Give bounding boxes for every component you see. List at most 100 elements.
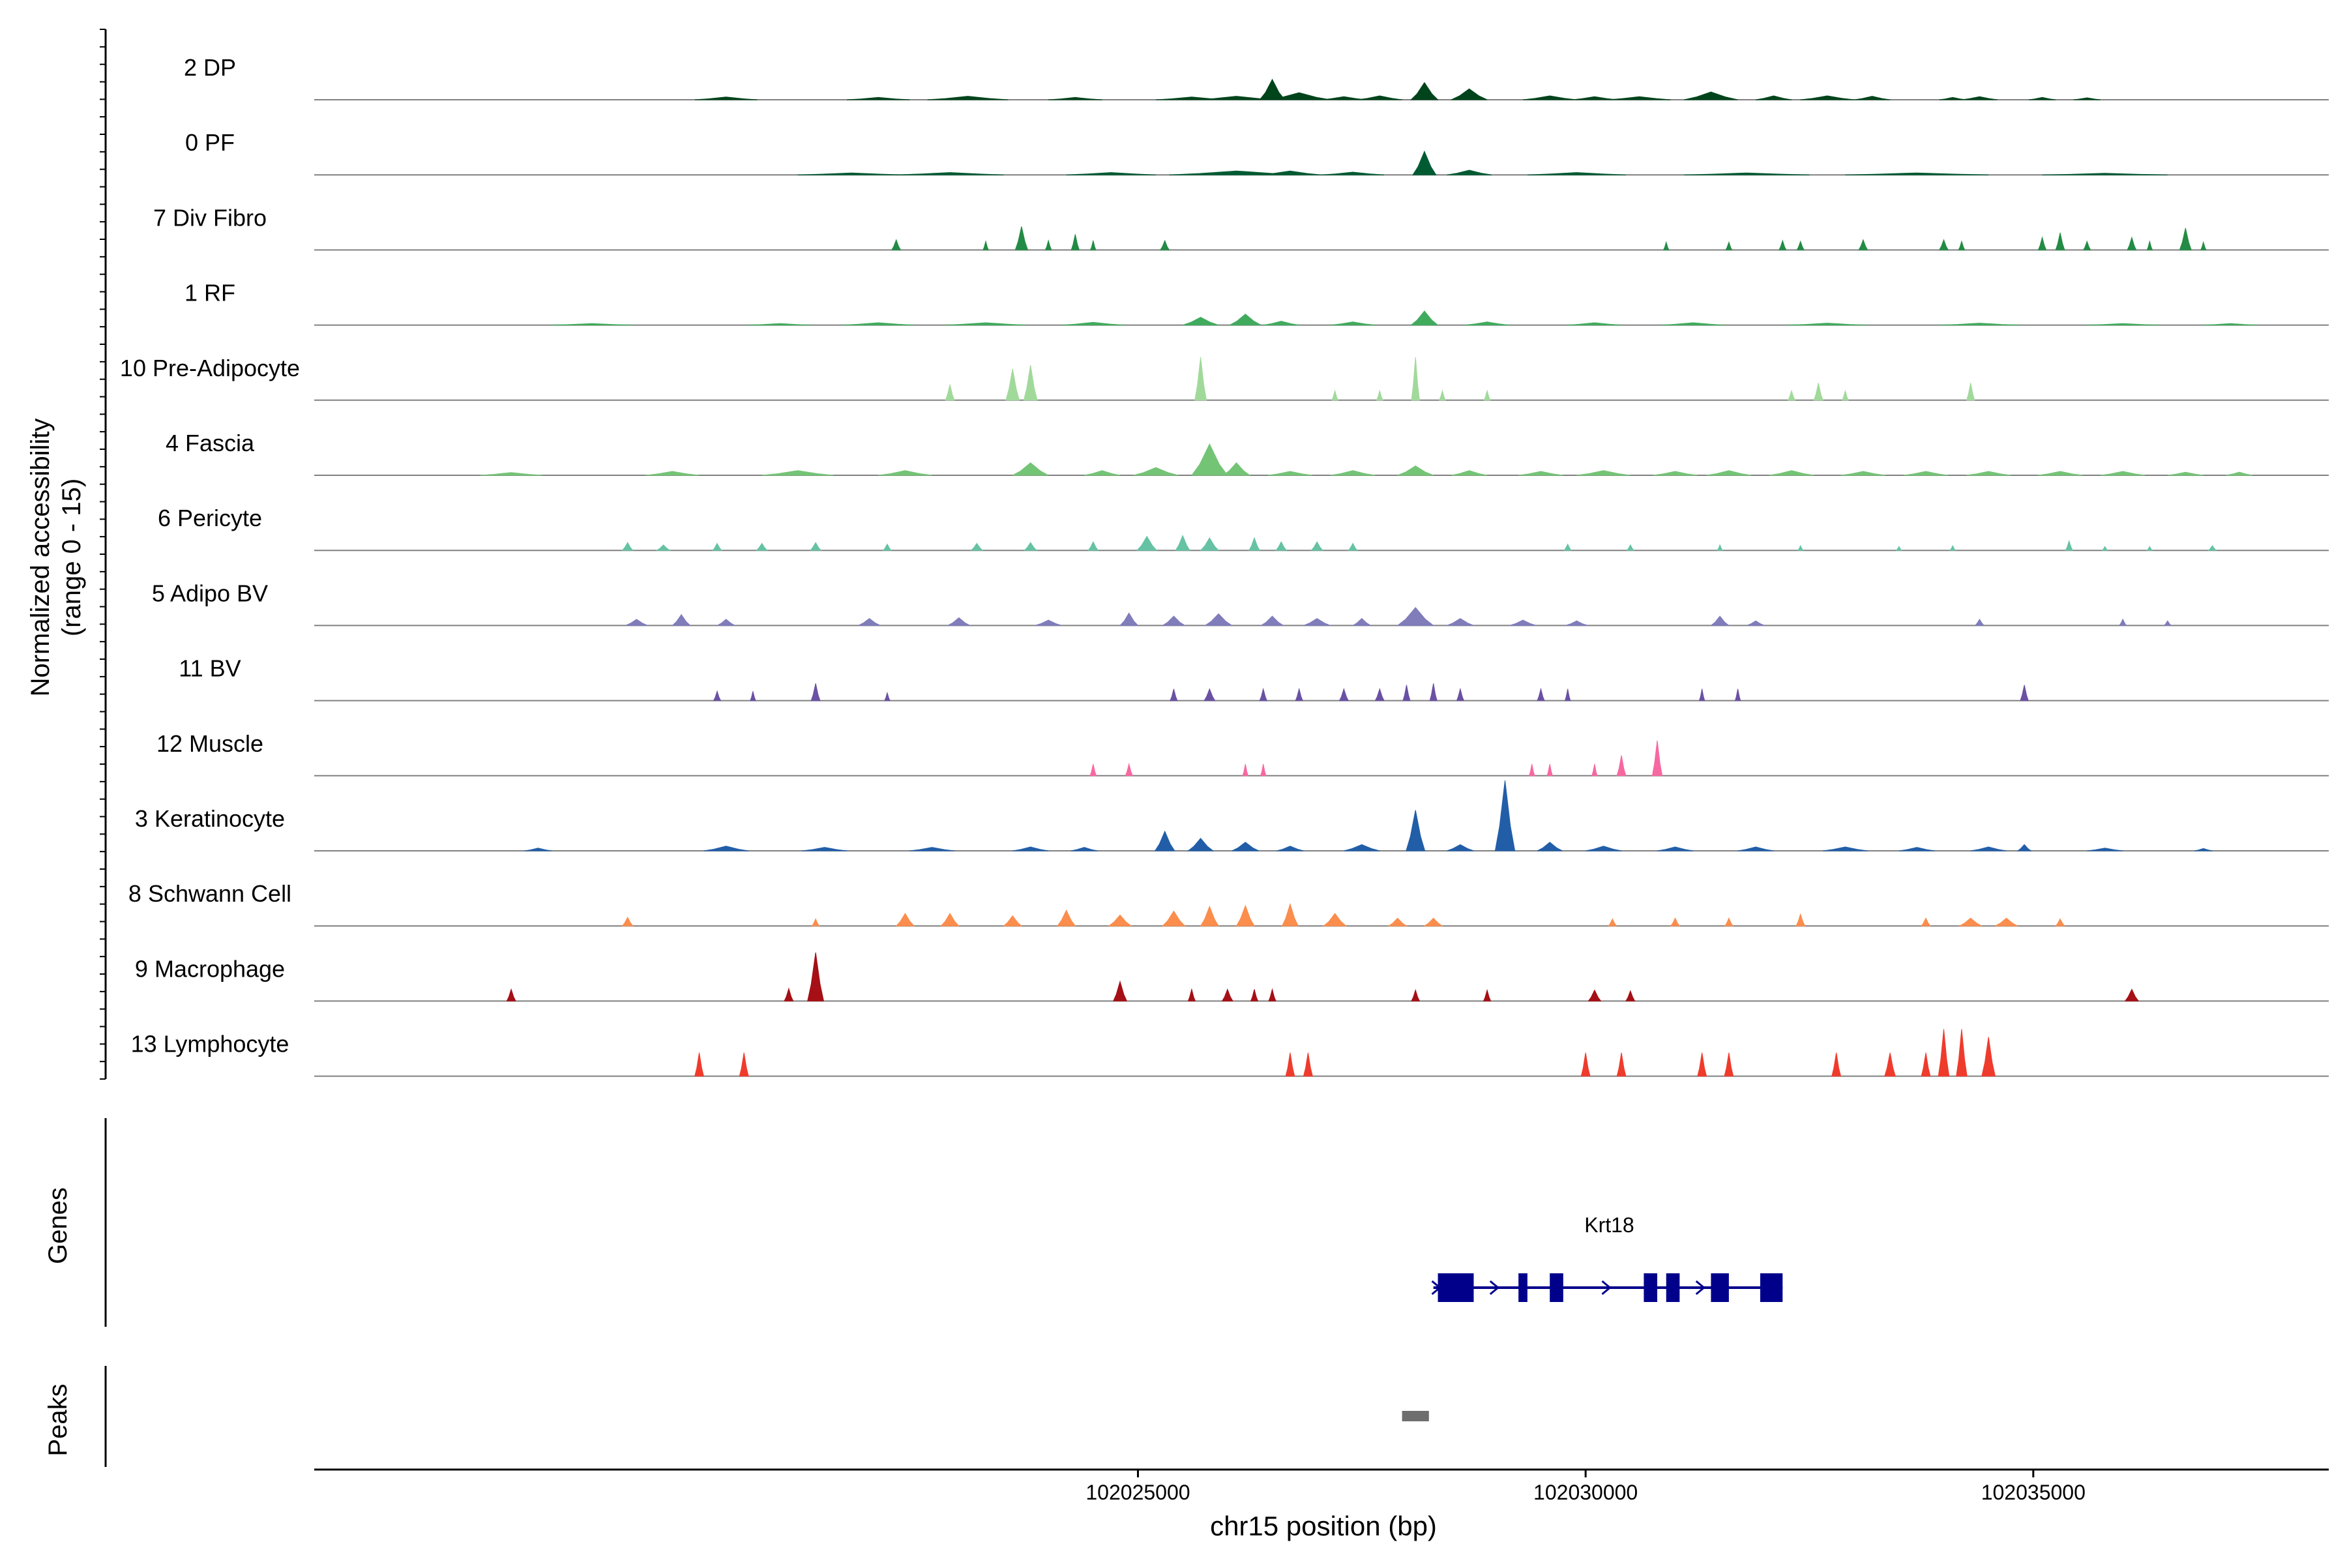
coverage-peak [1591,763,1598,777]
coverage-peak [1411,357,1420,401]
coverage-peak [1483,389,1491,401]
genes-panel: Krt18 [104,1118,1783,1327]
coverage-peak [1756,95,1792,100]
coverage-peak [1310,540,1324,551]
coverage-peak [761,470,834,476]
coverage-peak [1518,471,1563,476]
coverage-peak [1235,904,1255,926]
coverage-peak [1698,688,1705,702]
track-label: 11 BV [179,655,241,682]
x-tick-label: 102035000 [1981,1481,2086,1504]
coverage-peak [1858,239,1868,250]
track-8-schwann-cell: 8 Schwann Cell [128,880,2329,927]
coverage-peak [909,847,954,851]
coverage-peak [1330,470,1376,476]
coverage-peak [1779,239,1787,250]
coverage-peak [1841,389,1849,401]
coverage-peak [2163,620,2172,626]
coverage-peak [1564,688,1571,702]
coverage-peak [1259,687,1267,702]
coverage-peak [1258,170,1322,175]
coverage-peak [1263,321,1299,326]
coverage-peak [2020,685,2029,702]
coverage-peak [1084,470,1121,476]
coverage-peak [1087,540,1099,551]
coverage-peak [1670,917,1681,926]
track-2-dp: 2 DP [184,54,2329,100]
track-label: 5 Adipo BV [152,580,268,606]
coverage-peak [1412,150,1437,175]
coverage-peak [1387,917,1408,926]
track-7-div-fibro: 7 Div Fibro [153,204,2329,251]
coverage-peak [1222,462,1251,476]
coverage-peak [1921,1052,1931,1077]
coverage-peak [2118,618,2127,626]
track-label: 12 Muscle [156,730,263,757]
coverage-peak [1938,239,1949,250]
coverage-peak [1012,462,1049,476]
coverage-peak [1438,389,1446,401]
coverage-peak [1823,846,1868,851]
coverage-peak [1959,917,1983,926]
coverage-peak [1351,617,1372,626]
coverage-peak [1125,762,1133,777]
coverage-peak [1267,92,1331,100]
coverage-peak [1187,838,1215,851]
coverage-peak [2065,540,2073,551]
track-1-rf: 1 RF [185,280,2329,326]
coverage-peak [1447,170,1492,175]
coverage-peak [1921,917,1931,926]
coverage-peak [1709,615,1730,626]
peaks-panel [104,1366,1429,1467]
coverage-peak [1170,688,1178,702]
coverage-peak [1066,172,1156,175]
coverage-peak [1884,1052,1896,1077]
coverage-peak [1626,544,1635,551]
coverage-peak [1014,226,1029,250]
coverage-peak [621,916,634,926]
coverage-peak [506,988,516,1001]
coverage-peak [1725,241,1733,250]
coverage-peak [1200,537,1220,551]
coverage-peak [2101,546,2108,551]
coverage-peak [1451,470,1488,476]
coverage-peak [1396,607,1435,626]
peaks-panel-label: Peaks [44,1383,72,1456]
coverage-peak [1203,688,1216,702]
coverage-peak [1616,755,1627,777]
coverage-peak [1662,241,1670,250]
coverage-peak [1697,1052,1707,1077]
coverage-peak [878,470,932,476]
coverage-peak [884,691,891,702]
coverage-peak [1854,96,1891,100]
coverage-peak [2207,545,2217,551]
coverage-peak [1056,910,1076,926]
coverage-peak [1546,763,1553,777]
coverage-peak [1089,240,1097,250]
coverage-peak [694,96,758,100]
coverage-peak [1423,917,1444,926]
coverage-peak [1483,988,1492,1001]
coverage-peak [1397,466,1434,476]
coverage-peak [1159,239,1170,250]
coverage-peak [1724,1052,1734,1077]
track-label: 8 Schwann Cell [128,880,291,907]
coverage-peak [1330,321,1376,326]
coverage-peak [1451,88,1488,100]
coverage-peak [807,952,825,1001]
coverage-peak [524,848,552,851]
coverage-peak [1012,846,1049,851]
coverage-peak [1961,96,1998,100]
coverage-peak [1133,467,1179,476]
coverage-peak [2042,173,2168,175]
coverage-peak [1563,543,1572,551]
gene-exon [1550,1273,1563,1302]
track-label: 4 Fascia [166,430,255,456]
gene-exon [1518,1273,1528,1302]
coverage-peak [1651,740,1663,777]
coverage-peak [1187,988,1196,1001]
coverage-peak [1800,95,1855,100]
coverage-peak [2016,844,2032,851]
